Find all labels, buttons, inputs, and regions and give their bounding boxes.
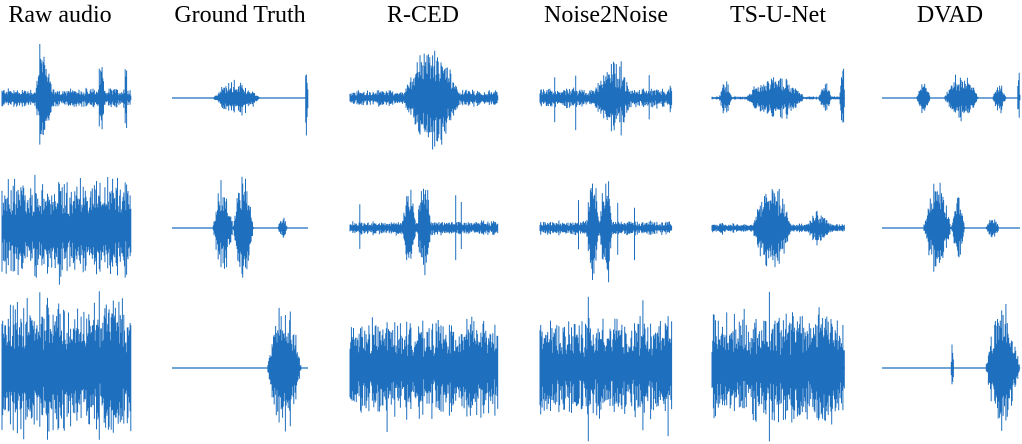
column-title-ts-u-net: TS-U-Net [730, 2, 826, 28]
waveform-r3-c4 [539, 296, 673, 442]
waveform-r2-c4 [539, 181, 673, 283]
column-title-raw-audio: Raw audio [8, 2, 112, 28]
waveform-r1-c2 [172, 74, 309, 136]
waveform-signal [1, 44, 132, 145]
waveform-signal [539, 181, 673, 283]
waveform-signal [711, 291, 845, 442]
waveform-r1-c6 [882, 72, 1021, 122]
waveform-r3-c2 [172, 307, 308, 432]
waveform-r2-c6 [882, 182, 1020, 272]
waveform-r2-c3 [349, 188, 499, 276]
waveform-signal [267, 307, 302, 432]
waveform-r1-c5 [711, 68, 845, 123]
waveform-signal [539, 296, 673, 442]
waveform-r3-c5 [711, 291, 845, 442]
waveform-r2-c1 [1, 174, 132, 285]
waveform-r3-c1 [1, 291, 132, 440]
waveform-signal [349, 188, 499, 276]
waveform-signal [539, 61, 673, 136]
waveform-signal [1, 291, 132, 440]
waveform-signal [349, 50, 499, 150]
waveform-signal [1, 174, 132, 285]
waveform-r1-c3 [349, 50, 499, 150]
column-title-ground-truth: Ground Truth [174, 2, 306, 28]
waveform-signal [349, 316, 499, 432]
waveform-signal [212, 74, 309, 136]
waveform-r1-c4 [539, 61, 673, 136]
waveform-r2-c2 [172, 176, 308, 278]
waveform-signal [212, 176, 288, 278]
waveform-signal [711, 189, 845, 268]
waveform-r3-c3 [349, 316, 499, 432]
waveform-r1-c1 [1, 44, 132, 145]
waveform-r3-c6 [882, 304, 1021, 431]
column-title-noise2noise: Noise2Noise [544, 2, 668, 28]
waveform-signal [711, 68, 845, 123]
column-title-r-ced: R-CED [387, 2, 459, 28]
column-title-dvad: DVAD [916, 2, 984, 28]
waveform-r2-c5 [711, 189, 845, 268]
waveform-signal [916, 72, 1021, 122]
waveform-signal [923, 182, 1000, 272]
